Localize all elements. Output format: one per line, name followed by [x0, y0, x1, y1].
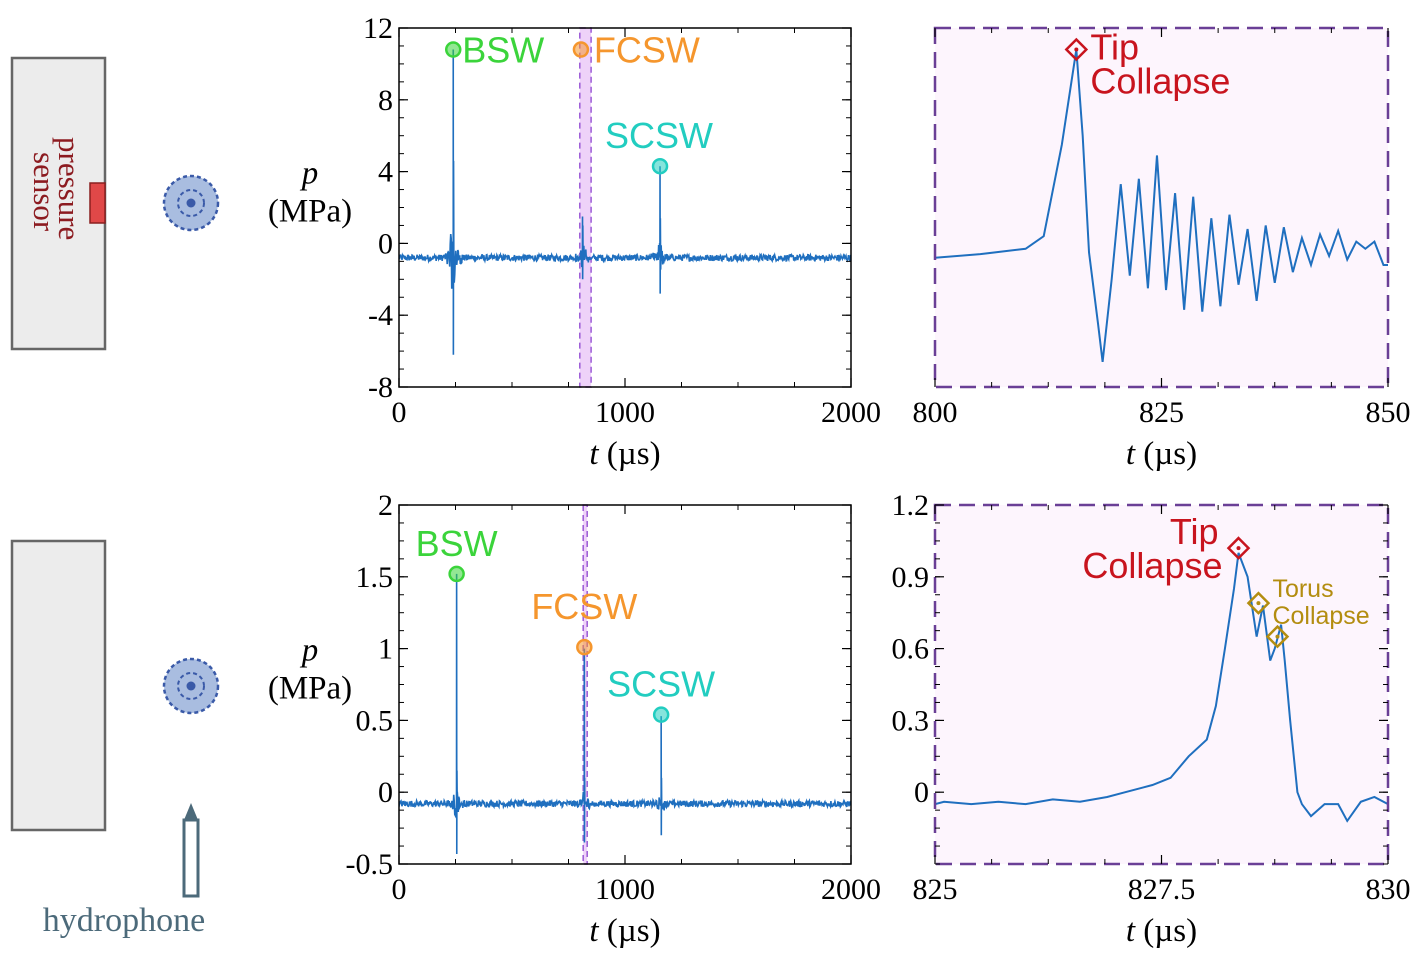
y-tick-label: 12 — [363, 12, 393, 45]
annotation-line: Collapse — [1082, 545, 1222, 586]
x-axis-unit: (µs) — [607, 913, 661, 949]
y-tick-label: 8 — [378, 84, 393, 117]
x-tick-label: 2000 — [821, 873, 881, 906]
y-tick-label: 0.9 — [892, 561, 930, 594]
marker-fcsw — [572, 41, 590, 58]
y-axis-var: p — [300, 633, 319, 669]
series-line — [935, 49, 1388, 362]
y-tick-label: 4 — [378, 156, 393, 189]
marker-diamond — [1064, 37, 1089, 62]
x-axis-space — [599, 913, 607, 949]
x-axis-var: t — [1126, 436, 1136, 472]
marker-diamond-dot — [1236, 546, 1241, 551]
wall-bottom — [10, 539, 107, 832]
zoom-panel-bg — [935, 28, 1388, 387]
hydrophone-icon — [182, 803, 200, 898]
y-tick-label: 2 — [378, 489, 393, 522]
x-tick-label: 0 — [392, 873, 407, 906]
chart-top-overview: 0 1000 2000 -8 -4 0 4 8 12 t (µs) p(MPa) BSW FCSW SCS… — [268, 12, 881, 472]
y-tick-label: 0.5 — [356, 704, 394, 737]
marker-diamond — [1265, 624, 1290, 649]
y-tick-label: 0.3 — [892, 704, 930, 737]
series-line — [935, 552, 1388, 823]
y-tick-label: 1.2 — [892, 489, 930, 522]
y-tick-label: -4 — [368, 299, 393, 332]
marker-bsw — [448, 565, 465, 583]
annotation-line: Collapse — [1272, 602, 1369, 630]
x-axis-space — [1135, 436, 1143, 472]
x-tick-label: 827.5 — [1128, 873, 1196, 906]
y-tick-label: 0 — [378, 776, 393, 809]
x-axis-var: t — [589, 436, 599, 472]
x-axis-var: t — [589, 913, 599, 949]
x-tick-label: 1000 — [595, 396, 655, 429]
annotation-line: Collapse — [1090, 61, 1230, 102]
bubble-top-icon — [162, 174, 220, 232]
chart-bottom-overview: 0 1000 2000-0.500.511.52t (µs)p(MPa)BSWFCS… — [268, 489, 881, 949]
x-axis-label: t (µs) — [1126, 436, 1197, 472]
x-axis-unit: (µs) — [1143, 913, 1197, 949]
y-tick-label: 0 — [378, 227, 393, 260]
x-tick-label: 850 — [1366, 396, 1411, 429]
x-tick-label: 825 — [1139, 396, 1184, 429]
marker-diamond — [1226, 536, 1251, 560]
marker-bsw — [444, 41, 462, 58]
x-tick-label: 830 — [1366, 873, 1411, 906]
x-axis-space — [599, 436, 607, 472]
y-tick-label: -0.5 — [346, 848, 394, 881]
hydrophone-label: hydrophone — [43, 902, 205, 939]
sensor-label-line2: sensor — [27, 152, 62, 232]
y-tick-label: 1.5 — [356, 561, 394, 594]
x-axis-unit: (µs) — [1143, 436, 1197, 472]
zoom-band — [579, 27, 592, 388]
x-axis-label: t (µs) — [589, 913, 660, 949]
x-tick-label: 800 — [913, 396, 958, 429]
marker-fcsw — [576, 638, 593, 656]
annotation-bsw: BSW — [462, 30, 544, 71]
x-tick-label: 0 — [392, 396, 407, 429]
annotation-line: Tip — [1090, 27, 1139, 68]
marker-scsw — [651, 157, 669, 175]
marker-scsw — [652, 706, 670, 723]
marker-diamond-dot — [1275, 634, 1280, 639]
y-tick-label: 0.6 — [892, 633, 930, 666]
annotation-bsw: BSW — [416, 523, 498, 564]
x-axis-label: t (µs) — [1126, 913, 1197, 949]
y-tick-label: -8 — [368, 371, 393, 404]
y-axis-unit: (MPa) — [268, 194, 352, 230]
x-axis-var: t — [1126, 913, 1136, 949]
axes-frame — [398, 27, 852, 388]
x-tick-label: 2000 — [821, 396, 881, 429]
pressure-sensor-icon — [89, 182, 106, 224]
annotation-scsw: SCSW — [605, 115, 713, 156]
x-tick-label: 825 — [913, 873, 958, 906]
annotation-line: Torus — [1272, 575, 1333, 603]
y-axis-unit: (MPa) — [268, 671, 352, 707]
series-line — [399, 49, 851, 355]
x-axis-space — [1135, 913, 1143, 949]
bubble-bottom-icon — [162, 657, 220, 715]
annotation-scsw: SCSW — [607, 664, 715, 705]
annotation-fcsw: FCSW — [531, 586, 637, 627]
series-line — [399, 573, 851, 854]
sensor-label-line1: pressure — [52, 137, 87, 240]
y-tick-label: 1 — [378, 633, 393, 666]
zoom-panel-bg — [935, 505, 1388, 864]
annotation-line: Tip — [1170, 511, 1219, 552]
y-axis-var: p — [300, 156, 319, 192]
y-tick-label: 0 — [914, 776, 929, 809]
schematic-bottom: hydrophone — [10, 539, 220, 939]
x-tick-label: 1000 — [595, 873, 655, 906]
marker-diamond-dot — [1256, 601, 1261, 606]
schematic-top: pressure sensor — [10, 56, 220, 351]
x-axis-label: t (µs) — [589, 436, 660, 472]
x-axis-unit: (µs) — [607, 436, 661, 472]
marker-diamond — [1246, 591, 1271, 615]
marker-diamond-dot — [1074, 47, 1079, 52]
annotation-fcsw: FCSW — [594, 30, 700, 71]
